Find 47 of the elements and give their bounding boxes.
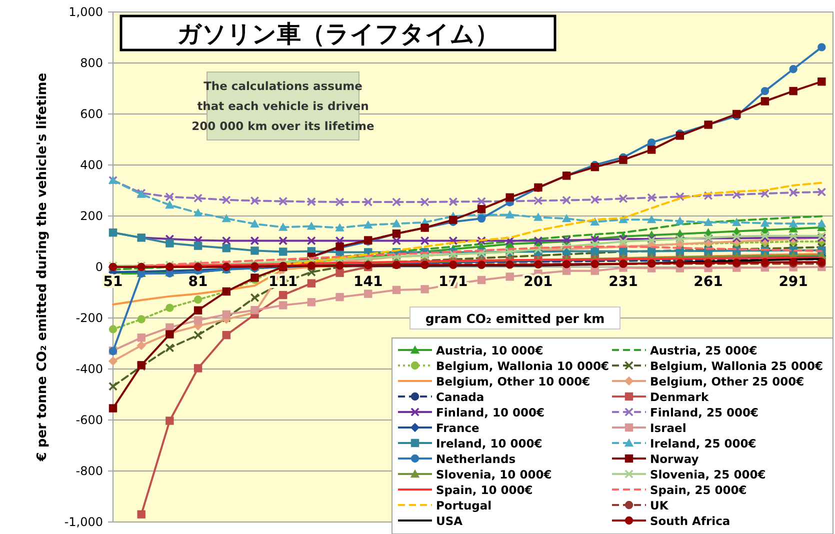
- y-tick-label: 0: [95, 260, 103, 274]
- legend-label: Portugal: [436, 498, 492, 512]
- legend-label: Slovenia, 25 000€: [650, 468, 766, 482]
- legend-label: Ireland, 25 000€: [650, 436, 756, 450]
- x-tick-label: 261: [694, 274, 723, 290]
- x-tick-label: 291: [778, 274, 808, 290]
- legend-label: France: [436, 421, 480, 435]
- x-tick-label: 51: [103, 274, 123, 290]
- y-tick-label: -1,000: [64, 515, 103, 529]
- y-tick-label: 800: [80, 56, 103, 70]
- legend-label: Netherlands: [436, 452, 516, 466]
- annotation: The calculations assume that each vehicle is driven 200 000 km over its lifetime: [192, 79, 375, 133]
- legend-label: Austria, 25 000€: [650, 344, 758, 358]
- legend-label: Austria, 10 000€: [436, 344, 544, 358]
- y-axis-title: € per tonne CO₂ emitted during the vehicle's lifetime: [35, 72, 50, 462]
- y-tick-label: -400: [76, 362, 103, 376]
- legend-label: Denmark: [650, 390, 709, 404]
- legend-label: Spain, 10 000€: [436, 483, 533, 497]
- legend-label: Belgium, Wallonia 10 000€: [436, 359, 609, 373]
- y-tick-label: 400: [80, 158, 103, 172]
- y-tick-label: 1,000: [68, 5, 103, 19]
- x-tick-label: 201: [524, 274, 553, 290]
- y-tick-label: -800: [76, 464, 103, 478]
- x-tick-label: 141: [354, 274, 383, 290]
- legend-label: UK: [650, 498, 670, 512]
- x-tick-label: 231: [608, 274, 638, 290]
- legend-label: South Africa: [650, 514, 730, 528]
- legend-label: Finland, 10 000€: [436, 406, 544, 420]
- x-axis-title: gram CO₂ emitted per km: [425, 311, 605, 326]
- legend-label: Belgium, Other 10 000€: [436, 374, 590, 388]
- legend-label: Belgium, Wallonia 25 000€: [650, 359, 823, 373]
- legend-label: Finland, 25 000€: [650, 406, 758, 420]
- y-tick-label: -600: [76, 413, 103, 427]
- x-tick-label: 81: [188, 274, 208, 290]
- legend-label: Norway: [650, 452, 700, 466]
- legend-label: Canada: [436, 390, 484, 404]
- y-tick-label: -200: [76, 311, 103, 325]
- chart-title: ガソリン車（ライフタイム）: [177, 20, 499, 48]
- legend-label: Spain, 25 000€: [650, 483, 747, 497]
- legend-label: USA: [436, 514, 463, 528]
- y-tick-label: 200: [80, 209, 103, 223]
- legend-label: Slovenia, 10 000€: [436, 468, 552, 482]
- x-tick-label: 171: [438, 274, 468, 290]
- legend-label: Israel: [650, 421, 686, 435]
- legend-label: Belgium, Other 25 000€: [650, 374, 804, 388]
- legend-label: Ireland, 10 000€: [436, 436, 542, 450]
- y-tick-label: 600: [80, 107, 103, 121]
